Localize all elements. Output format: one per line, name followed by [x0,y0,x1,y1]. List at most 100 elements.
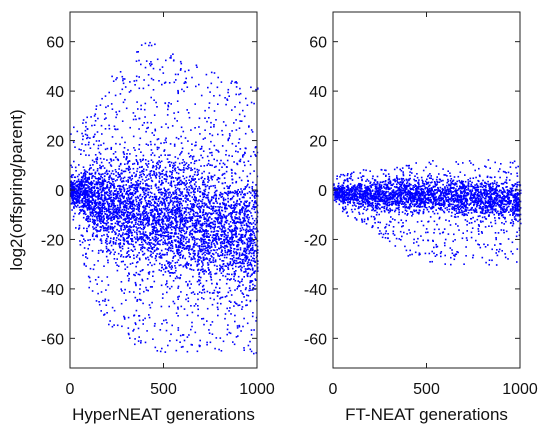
scatter-point [166,231,169,233]
scatter-point [170,333,172,336]
scatter-point [73,188,75,191]
scatter-point [122,177,125,180]
scatter-point [212,185,214,187]
scatter-point [249,228,251,230]
scatter-point [222,199,225,202]
scatter-point [186,191,188,193]
scatter-point [138,237,140,240]
scatter-point [166,282,168,285]
scatter-point [153,114,156,116]
scatter-point [148,222,150,224]
scatter-point [102,200,104,203]
scatter-point [151,215,153,217]
scatter-point [141,278,143,281]
scatter-point [149,233,152,236]
scatter-point [216,238,218,240]
scatter-point [242,170,244,172]
scatter-point [126,226,129,228]
scatter-point [174,227,177,230]
scatter-point [160,256,163,258]
scatter-point [177,285,180,288]
scatter-point [73,183,76,185]
scatter-point [96,283,98,285]
scatter-point [102,182,105,184]
scatter-point [239,227,242,230]
scatter-point [226,219,229,222]
scatter-point [132,135,135,138]
scatter-point [221,202,224,204]
scatter-point [135,60,138,62]
scatter-point [180,234,183,237]
scatter-point [100,226,102,229]
scatter-point [89,213,92,216]
scatter-point [138,273,141,276]
scatter-point [209,203,211,205]
scatter-point [198,186,200,188]
scatter-point [171,213,173,215]
scatter-point [93,227,96,230]
scatter-point [252,268,254,270]
scatter-point [134,190,137,193]
scatter-point [254,193,257,195]
scatter-point [133,203,136,206]
scatter-point [220,350,223,352]
scatter-point [179,245,182,248]
scatter-point [165,197,168,199]
scatter-point [232,243,235,246]
scatter-point [183,236,186,238]
scatter-point [185,186,188,188]
scatter-point [233,278,235,280]
scatter-point [78,197,81,199]
scatter-point [214,259,217,261]
scatter-point [176,200,179,202]
scatter-point [239,209,241,211]
scatter-point [212,212,215,214]
scatter-point [240,224,243,227]
scatter-point [236,257,239,260]
scatter-point [78,198,80,200]
scatter-point [174,164,176,166]
scatter-point [250,333,253,336]
scatter-point [219,221,221,223]
scatter-point [103,313,106,316]
scatter-point [216,230,218,232]
scatter-point [109,176,111,178]
scatter-point [216,283,218,286]
scatter-point [165,175,168,177]
scatter-point [82,185,85,188]
scatter-point [200,165,202,167]
scatter-point [103,197,106,199]
scatter-point [177,182,179,184]
scatter-point [107,207,110,210]
scatter-point [229,221,232,223]
scatter-point [122,82,125,85]
scatter-point [207,178,209,180]
scatter-point [193,193,195,196]
scatter-point [163,232,166,234]
scatter-point [241,266,243,269]
scatter-point [194,258,196,260]
scatter-point [123,212,125,215]
scatter-point [184,163,187,166]
scatter-point [73,203,76,206]
scatter-point [161,179,163,182]
scatter-point [103,208,106,210]
scatter-point [111,306,114,309]
scatter-point [207,86,209,89]
scatter-point [127,194,129,196]
scatter-point [153,280,156,283]
scatter-point [148,188,150,191]
scatter-point [226,273,229,275]
scatter-point [160,235,162,238]
scatter-point [224,249,226,252]
scatter-point [85,189,87,192]
scatter-point [111,212,114,214]
scatter-point [91,234,94,236]
scatter-point [128,232,130,234]
scatter-point [210,198,213,200]
scatter-point [254,244,257,247]
scatter-point [117,172,119,174]
scatter-point [190,305,192,307]
scatter-point [126,211,129,214]
scatter-point [230,82,232,84]
